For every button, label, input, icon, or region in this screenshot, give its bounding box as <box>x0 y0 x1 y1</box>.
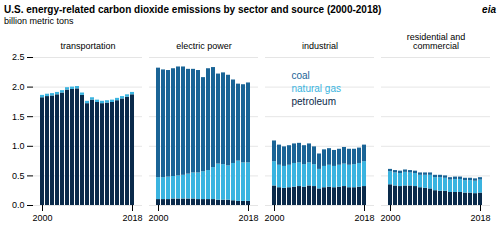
svg-text:2.5: 2.5 <box>12 52 25 62</box>
svg-text:2018: 2018 <box>354 213 374 223</box>
svg-text:2018: 2018 <box>122 213 142 223</box>
svg-text:transportation: transportation <box>60 41 115 51</box>
svg-text:2.0: 2.0 <box>12 82 25 92</box>
svg-text:1.0: 1.0 <box>12 141 25 151</box>
svg-text:2000: 2000 <box>148 213 168 223</box>
svg-text:residential andcommercial: residential andcommercial <box>407 32 466 51</box>
svg-text:2000: 2000 <box>264 213 284 223</box>
html-text:eia: eia <box>482 4 496 15</box>
svg-text:electric power: electric power <box>176 41 232 51</box>
svg-text:2000: 2000 <box>380 213 400 223</box>
svg-text:2018: 2018 <box>238 213 258 223</box>
svg-text:2018: 2018 <box>470 213 490 223</box>
html-text:U.S. energy-related carbon dio: U.S. energy-related carbon dioxide emiss… <box>4 4 382 15</box>
svg-text:0.5: 0.5 <box>12 171 25 181</box>
svg-text:2000: 2000 <box>32 213 52 223</box>
svg-text:natural gas: natural gas <box>292 83 341 94</box>
svg-text:petroleum: petroleum <box>292 96 336 107</box>
svg-text:coal: coal <box>292 70 310 81</box>
svg-text:0.0: 0.0 <box>12 200 25 210</box>
html-text:billion metric tons: billion metric tons <box>4 16 74 26</box>
svg-text:1.5: 1.5 <box>12 112 25 122</box>
svg-text:industrial: industrial <box>302 41 338 51</box>
